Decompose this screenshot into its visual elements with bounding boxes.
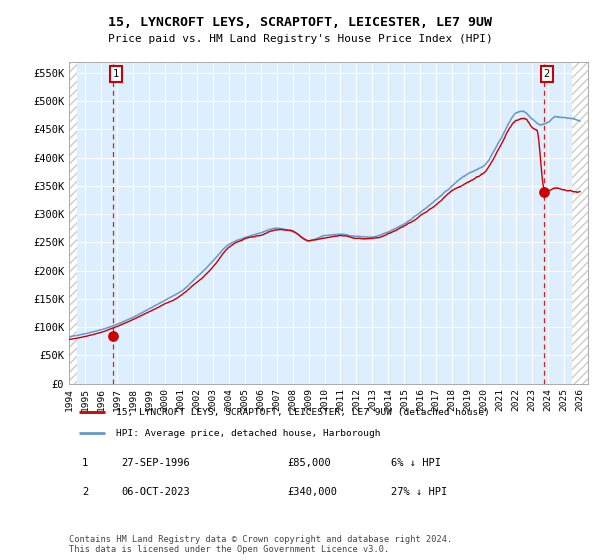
Text: 15, LYNCROFT LEYS, SCRAPTOFT, LEICESTER, LE7 9UW (detached house): 15, LYNCROFT LEYS, SCRAPTOFT, LEICESTER,… xyxy=(116,408,490,417)
Text: Contains HM Land Registry data © Crown copyright and database right 2024.
This d: Contains HM Land Registry data © Crown c… xyxy=(69,535,452,554)
Bar xyxy=(69,62,77,384)
Text: 27% ↓ HPI: 27% ↓ HPI xyxy=(391,487,447,497)
Text: 1: 1 xyxy=(82,458,88,468)
Text: 2: 2 xyxy=(544,69,550,79)
Text: 15, LYNCROFT LEYS, SCRAPTOFT, LEICESTER, LE7 9UW: 15, LYNCROFT LEYS, SCRAPTOFT, LEICESTER,… xyxy=(108,16,492,29)
Text: 27-SEP-1996: 27-SEP-1996 xyxy=(121,458,190,468)
Text: 06-OCT-2023: 06-OCT-2023 xyxy=(121,487,190,497)
Point xyxy=(108,331,118,340)
Point xyxy=(539,187,549,196)
Text: 2: 2 xyxy=(82,487,88,497)
Text: Price paid vs. HM Land Registry's House Price Index (HPI): Price paid vs. HM Land Registry's House … xyxy=(107,34,493,44)
Text: £85,000: £85,000 xyxy=(287,458,331,468)
Text: HPI: Average price, detached house, Harborough: HPI: Average price, detached house, Harb… xyxy=(116,428,380,437)
Bar xyxy=(572,62,588,384)
Text: 1: 1 xyxy=(113,69,119,79)
Text: 6% ↓ HPI: 6% ↓ HPI xyxy=(391,458,441,468)
Text: £340,000: £340,000 xyxy=(287,487,337,497)
